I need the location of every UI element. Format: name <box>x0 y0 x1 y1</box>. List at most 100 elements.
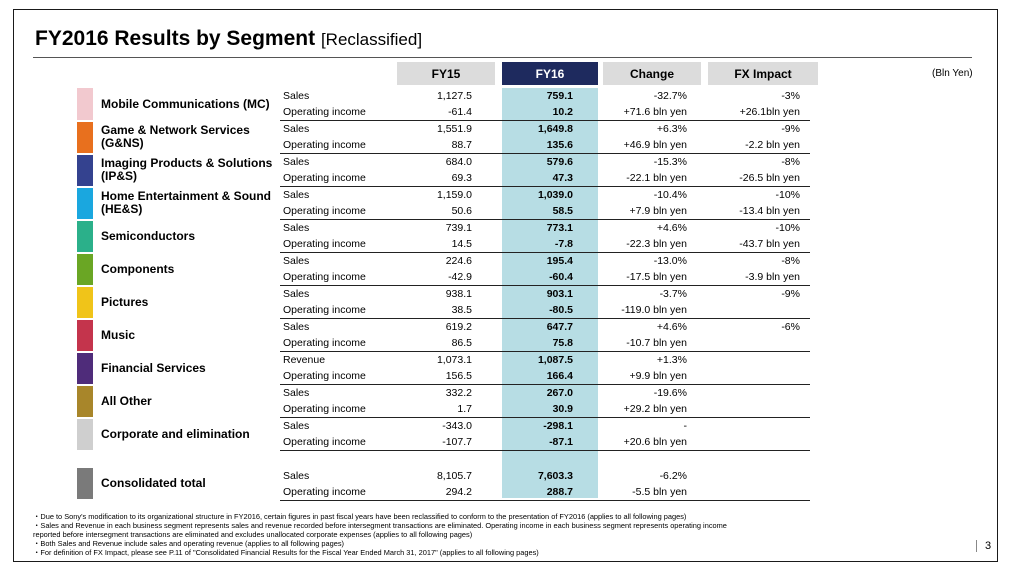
fy15-value: -343.0 <box>442 420 472 432</box>
fy15-value: 619.2 <box>445 321 472 333</box>
change-value: -22.1 bln yen <box>597 170 695 187</box>
table-row: Operating income 88.7 135.6 +46.9 bln yen -2… <box>77 137 810 154</box>
fy15-value: 38.5 <box>390 302 494 319</box>
fx-impact-value: -3.9 bln yen <box>695 269 810 286</box>
segment-color-swatch <box>77 417 93 452</box>
change-value: +46.9 bln yen <box>597 137 695 154</box>
fy16-value: 647.7 <box>546 321 573 333</box>
change-value: -15.3% <box>653 156 687 168</box>
segment-color-swatch <box>77 318 93 353</box>
fx-impact-value: -3% <box>781 90 800 102</box>
segment-name: Home Entertainment & Sound (HE&S) <box>101 189 272 216</box>
segment-name: Consolidated total <box>101 476 206 491</box>
table-row: All Other Sales 332.2 267.0 -19.6% <box>77 384 810 419</box>
fx-impact-value <box>695 335 810 352</box>
metric-label: Operating income <box>280 302 390 319</box>
change-value: -22.3 bln yen <box>597 236 695 253</box>
table-row: Operating income 14.5 -7.8 -22.3 bln yen -43… <box>77 236 810 253</box>
fy15-value: 1.7 <box>390 401 494 418</box>
fy15-value: 1,159.0 <box>436 189 472 201</box>
change-value: +4.6% <box>656 222 687 234</box>
segment-name: Game & Network Services (G&NS) <box>101 123 250 150</box>
change-value: -13.0% <box>653 255 687 267</box>
metric-label: Sales <box>283 189 310 201</box>
fx-impact-value: -6% <box>781 321 800 333</box>
fy15-value: 88.7 <box>390 137 494 154</box>
fx-impact-value: -10% <box>775 222 800 234</box>
fy16-value: 288.7 <box>494 483 597 501</box>
page-number: 3 <box>976 540 991 552</box>
header-fy15: FY15 <box>397 62 495 85</box>
metric-label: Operating income <box>280 401 390 418</box>
fy16-value: -60.4 <box>494 269 597 286</box>
segment-name: All Other <box>101 393 152 408</box>
fy15-value: -42.9 <box>390 269 494 286</box>
fy16-value: 1,039.0 <box>537 189 573 201</box>
change-value: -17.5 bln yen <box>597 269 695 286</box>
title-subtitle: [Reclassified] <box>320 30 423 49</box>
segment-name: Financial Services <box>101 360 206 375</box>
fy16-value: 47.3 <box>494 170 597 187</box>
metric-label: Sales <box>283 288 310 300</box>
segment-color-swatch <box>77 153 93 188</box>
metric-label: Sales <box>283 222 310 234</box>
metric-label: Revenue <box>283 354 326 366</box>
metric-label: Sales <box>283 387 310 399</box>
metric-label: Operating income <box>280 137 390 154</box>
footnote: ・Sales and Revenue in each business segm… <box>33 520 727 530</box>
segment-name: Corporate and elimination <box>101 426 250 441</box>
fy16-value: 903.1 <box>546 288 573 300</box>
fx-impact-value <box>695 385 810 402</box>
table-row: Game & Network Services (G&NS) Sales 1,551… <box>77 120 810 155</box>
fy15-value: 1,551.9 <box>436 123 472 135</box>
table-row: Pictures Sales 938.1 903.1 -3.7% -9% <box>77 285 810 320</box>
page-title: FY2016 Results by Segment [Reclassified] <box>35 27 422 51</box>
fy15-value: 224.6 <box>445 255 472 267</box>
fy16-value: -87.1 <box>494 434 597 451</box>
segment-color-swatch <box>77 120 93 155</box>
table-spacer <box>77 451 810 468</box>
segment-color-swatch <box>77 186 93 221</box>
change-value: -32.7% <box>653 90 687 102</box>
metric-label: Sales <box>283 321 310 333</box>
metric-label: Operating income <box>280 170 390 187</box>
footnotes: ・Due to Sony's modification to its organ… <box>33 512 933 558</box>
fx-impact-value <box>695 468 810 484</box>
segment-color-swatch <box>77 384 93 419</box>
fx-impact-value: -8% <box>781 156 800 168</box>
fx-impact-value <box>695 401 810 418</box>
fy16-value: -7.8 <box>494 236 597 253</box>
change-value: +20.6 bln yen <box>597 434 695 451</box>
change-value: -10.7 bln yen <box>597 335 695 352</box>
table-row: Home Entertainment & Sound (HE&S) Sales 1,… <box>77 186 810 221</box>
table-row: Imaging Products & Solutions (IP&S) Sales… <box>77 153 810 188</box>
table-row: Operating income -107.7 -87.1 +20.6 bln yen <box>77 434 810 451</box>
fy15-value: 739.1 <box>445 222 472 234</box>
fx-impact-value <box>695 483 810 501</box>
change-value: -6.2% <box>659 469 687 482</box>
change-value: +7.9 bln yen <box>597 203 695 220</box>
change-value: -10.4% <box>653 189 687 201</box>
fx-impact-value <box>695 302 810 319</box>
fy15-value: 1,073.1 <box>436 354 472 366</box>
change-value: -19.6% <box>653 387 687 399</box>
fy15-value: 50.6 <box>390 203 494 220</box>
table-row: Operating income 69.3 47.3 -22.1 bln yen -26… <box>77 170 810 187</box>
segment-color-swatch <box>77 285 93 320</box>
change-value: +6.3% <box>656 123 687 135</box>
fy15-value: 14.5 <box>390 236 494 253</box>
header-fy16: FY16 <box>502 62 598 85</box>
fy15-value: 332.2 <box>445 387 472 399</box>
metric-label: Operating income <box>280 483 390 501</box>
table-row: Operating income -42.9 -60.4 -17.5 bln yen -… <box>77 269 810 286</box>
segment-color-swatch <box>77 467 93 501</box>
segment-color-swatch <box>77 351 93 386</box>
change-value: +29.2 bln yen <box>597 401 695 418</box>
fx-impact-value: -43.7 bln yen <box>695 236 810 253</box>
fy16-value: 1,087.5 <box>537 354 573 366</box>
metric-label: Operating income <box>280 104 390 121</box>
fx-impact-value: -26.5 bln yen <box>695 170 810 187</box>
table-row: Music Sales 619.2 647.7 +4.6% -6% <box>77 318 810 353</box>
fy15-value: 1,127.5 <box>436 90 472 102</box>
change-value: +71.6 bln yen <box>597 104 695 121</box>
